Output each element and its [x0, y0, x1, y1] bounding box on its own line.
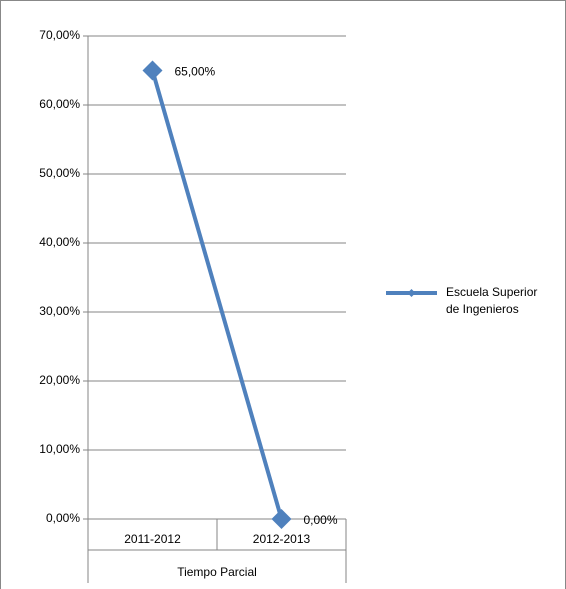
y-tick-label: 60,00%	[39, 97, 80, 111]
y-tick-label: 0,00%	[46, 511, 80, 525]
y-tick-label: 50,00%	[39, 166, 80, 180]
data-point	[271, 509, 292, 529]
y-tick-label: 40,00%	[39, 235, 80, 249]
series-line	[150, 69, 284, 520]
x-tick-label: 2011-2012	[124, 532, 181, 546]
data-label: 0,00%	[304, 513, 338, 527]
data-point	[142, 60, 163, 81]
y-tick-label: 20,00%	[39, 373, 80, 387]
legend-label: Escuela Superior de Ingenieros	[446, 285, 538, 316]
x-tick-label: 2012-2013	[253, 532, 311, 546]
x-group-label: Tiempo Parcial	[177, 565, 257, 579]
y-tick-label: 30,00%	[39, 304, 80, 318]
data-label: 65,00%	[175, 65, 216, 79]
legend-marker	[407, 289, 416, 297]
y-tick-label: 70,00%	[39, 28, 80, 42]
y-tick-label: 10,00%	[39, 442, 80, 456]
